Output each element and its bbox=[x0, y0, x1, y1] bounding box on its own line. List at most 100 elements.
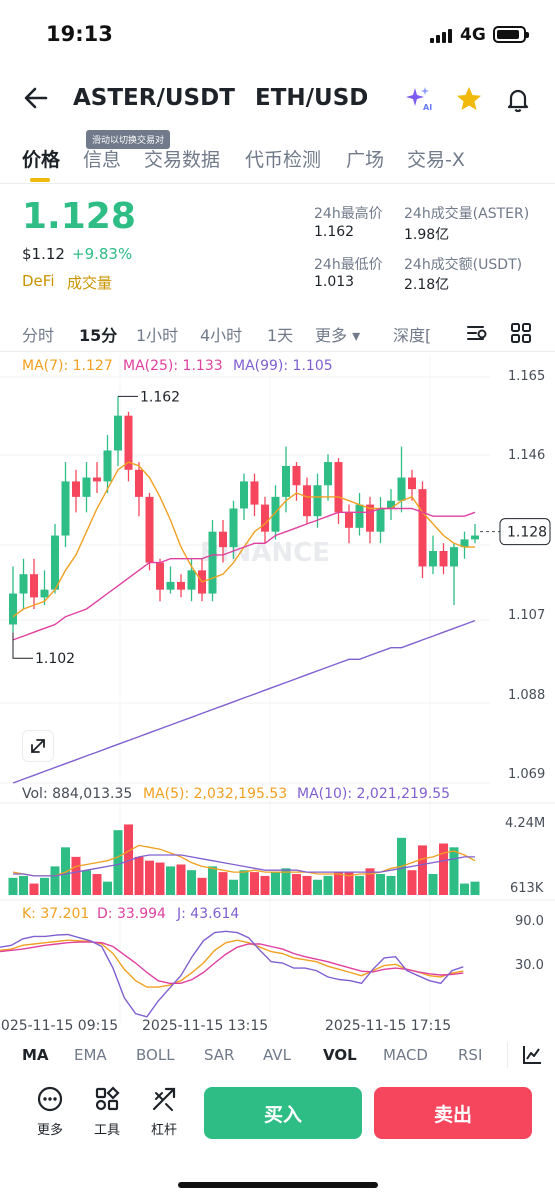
legend-d: D: 33.994 bbox=[97, 906, 166, 922]
volume-label: 24h成交量(ASTER) bbox=[404, 206, 530, 222]
tool-tools[interactable]: 工具 bbox=[87, 1085, 127, 1138]
indicator-rsi[interactable]: RSI bbox=[458, 1046, 483, 1064]
tab-price[interactable]: 价格 bbox=[22, 149, 61, 171]
tab-trade-data[interactable]: 交易数据 bbox=[144, 149, 221, 171]
vol-ma10-line bbox=[13, 854, 475, 877]
volume-bar bbox=[313, 879, 322, 895]
volume-bar bbox=[103, 881, 112, 895]
notification-bell-icon[interactable] bbox=[503, 84, 533, 114]
volume-bar bbox=[197, 877, 207, 895]
volume-bar bbox=[281, 868, 291, 895]
pair-tab-eth[interactable]: ETH/USD bbox=[255, 85, 367, 111]
candle-body bbox=[219, 531, 227, 548]
bottom-bar: 更多 工具 杠杆 买入 卖出 bbox=[0, 1085, 555, 1145]
legend-ma25: MA(25): 1.133 bbox=[123, 358, 223, 374]
more-icon bbox=[37, 1086, 63, 1112]
volume-bar bbox=[460, 883, 469, 895]
fullscreen-button[interactable] bbox=[22, 730, 54, 762]
candle-body bbox=[471, 535, 479, 540]
volume-bar bbox=[218, 872, 228, 895]
tool-leverage[interactable]: 杠杆 bbox=[144, 1085, 184, 1138]
candle-body bbox=[261, 504, 269, 532]
legend-vol-ma10: MA(10): 2,021,219.55 bbox=[297, 786, 451, 802]
volume-bar bbox=[155, 862, 165, 895]
volume-bar bbox=[250, 872, 259, 895]
tab-square[interactable]: 广场 bbox=[346, 149, 385, 171]
sell-button[interactable]: 卖出 bbox=[374, 1087, 532, 1139]
interval-1d[interactable]: 1天 bbox=[267, 326, 294, 345]
indicator-chart-icon[interactable] bbox=[521, 1044, 543, 1066]
volume-bar bbox=[449, 847, 459, 895]
interval-depth[interactable]: 深度[ bbox=[393, 326, 432, 345]
candle-body bbox=[61, 481, 70, 536]
volume-bar bbox=[334, 872, 343, 895]
vol-ma5-line bbox=[12, 844, 476, 877]
buy-button[interactable]: 买入 bbox=[204, 1087, 362, 1139]
interval-15m[interactable]: 15分 bbox=[79, 326, 118, 345]
indicator-macd[interactable]: MACD bbox=[383, 1046, 428, 1064]
candle-body bbox=[429, 551, 437, 567]
ai-sparkle-icon[interactable]: AI bbox=[403, 84, 433, 114]
chart-settings-icon[interactable] bbox=[465, 322, 489, 344]
indicator-avl[interactable]: AVL bbox=[263, 1046, 291, 1064]
low-value: 1.013 bbox=[314, 274, 355, 290]
volume-bar bbox=[82, 870, 91, 895]
tab-token-check[interactable]: 代币检测 bbox=[245, 149, 322, 171]
tag-defi[interactable]: DeFi bbox=[22, 272, 55, 290]
tab-trade-x[interactable]: 交易-X bbox=[407, 149, 465, 171]
candle-body bbox=[187, 570, 196, 590]
tool-more[interactable]: 更多 bbox=[30, 1085, 70, 1138]
kline-chart[interactable]: BINANCE1.1651.1461.1071.0881.0691.1621.1… bbox=[0, 355, 555, 1040]
price-axis-label: 1.146 bbox=[508, 448, 545, 463]
pair-tab-aster[interactable]: ASTER/USDT bbox=[73, 85, 235, 111]
indicator-boll[interactable]: BOLL bbox=[136, 1046, 175, 1064]
indicator-ma[interactable]: MA bbox=[22, 1046, 49, 1064]
candle-body bbox=[366, 504, 374, 532]
price-axis-label: 1.088 bbox=[508, 688, 545, 703]
indicator-vol[interactable]: VOL bbox=[323, 1046, 357, 1064]
interval-4h[interactable]: 4小时 bbox=[200, 326, 243, 345]
layout-grid-icon[interactable] bbox=[510, 322, 532, 344]
volume-bar bbox=[50, 866, 60, 895]
candle-body bbox=[313, 485, 322, 517]
interval-more[interactable]: 更多 ▾ bbox=[315, 326, 361, 345]
volume-bar bbox=[365, 868, 375, 895]
volume-bar bbox=[145, 860, 154, 895]
min-marker-line bbox=[12, 632, 33, 659]
vol-axis-bottom: 613K bbox=[510, 881, 544, 896]
ma99-line bbox=[12, 619, 476, 784]
vol-axis-top: 4.24M bbox=[505, 816, 545, 831]
candle-body bbox=[282, 465, 290, 497]
indicator-ema[interactable]: EMA bbox=[74, 1046, 107, 1064]
volume-bar bbox=[113, 830, 123, 895]
candle-body bbox=[135, 469, 143, 497]
candle-body bbox=[303, 485, 311, 517]
candle-body bbox=[355, 504, 364, 528]
volume-bar bbox=[344, 872, 354, 895]
tools-icon bbox=[95, 1086, 120, 1111]
legend-vol: Vol: 884,013.35 bbox=[22, 786, 133, 802]
volume-bar bbox=[134, 856, 144, 895]
tag-volume[interactable]: 成交量 bbox=[67, 274, 113, 292]
volume-bar bbox=[187, 870, 196, 895]
turnover-value: 2.18亿 bbox=[404, 277, 450, 293]
time-label: 2025-11-15 13:15 bbox=[142, 1018, 268, 1034]
volume-value: 1.98亿 bbox=[404, 227, 450, 243]
volume-bar bbox=[8, 877, 18, 895]
favorite-star-icon[interactable] bbox=[454, 84, 484, 114]
tab-info[interactable]: 信息 bbox=[83, 149, 122, 171]
price-axis-label: 1.107 bbox=[508, 608, 545, 623]
volume-bar bbox=[229, 879, 238, 895]
home-indicator bbox=[178, 1182, 378, 1188]
interval-timeline[interactable]: 分时 bbox=[22, 326, 55, 345]
candle-body bbox=[51, 535, 59, 590]
interval-1h[interactable]: 1小时 bbox=[136, 326, 179, 345]
volume-bar bbox=[239, 870, 249, 895]
legend-k: K: 37.201 bbox=[22, 906, 90, 922]
price-usd: $1.12 bbox=[22, 245, 65, 263]
indicator-sar[interactable]: SAR bbox=[204, 1046, 235, 1064]
candle-body bbox=[408, 477, 416, 490]
back-arrow-icon[interactable] bbox=[22, 84, 50, 112]
candle-body bbox=[250, 481, 259, 505]
turnover-label: 24h成交额(USDT) bbox=[404, 257, 523, 273]
